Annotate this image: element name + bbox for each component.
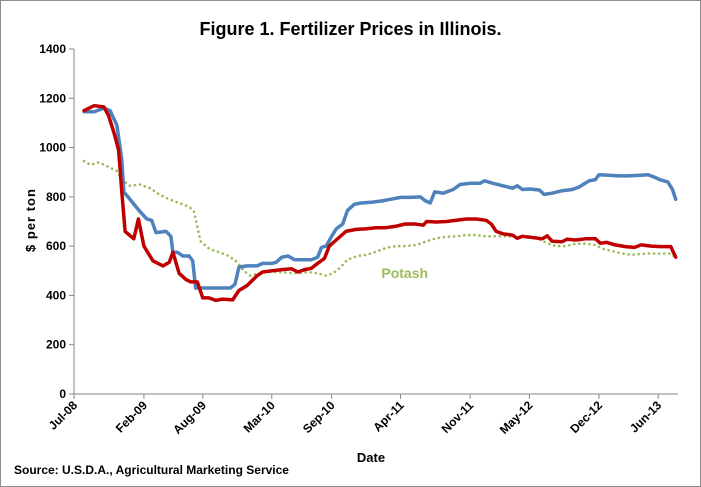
x-axis-label: Date (357, 450, 385, 465)
y-tick-label: 800 (46, 190, 66, 204)
y-axis-label: $ per ton (23, 188, 38, 252)
series-3-line (82, 159, 677, 277)
x-axis-ticks: Jul-08 Feb-09 Aug-09 Mar-10 Sep-10 Apr-11 Nov-… (46, 394, 665, 437)
y-tick-label: 1000 (39, 141, 66, 155)
series-2-line (82, 103, 678, 303)
x-tick-label: Sep-10 (300, 398, 338, 436)
x-tick-label: Jun-13 (627, 398, 664, 435)
y-tick-label: 1400 (39, 42, 66, 56)
source-note: Source: U.S.D.A., Agricultural Marketing… (14, 463, 289, 477)
x-tick-label: May-12 (497, 398, 536, 437)
annotation-label: Potash (381, 265, 428, 281)
x-tick-label: Dec-12 (567, 398, 605, 436)
x-tick-label: Feb-09 (113, 398, 150, 435)
y-axis-ticks: 0 200 400 600 800 1000 1200 1400 (39, 42, 74, 401)
x-tick-label: Nov-11 (439, 398, 477, 436)
y-tick-label: 200 (46, 338, 66, 352)
chart-title: Figure 1. Fertilizer Prices in Illinois. (199, 19, 502, 39)
y-tick-label: 600 (46, 239, 66, 253)
x-tick-label: Apr-11 (370, 398, 407, 435)
x-tick-label: Jul-08 (46, 398, 81, 433)
y-tick-label: 0 (59, 387, 66, 401)
annotations: Potash (381, 265, 428, 281)
x-tick-label: Mar-10 (241, 398, 278, 435)
y-tick-label: 1200 (39, 91, 66, 105)
x-tick-label: Aug-09 (170, 398, 209, 437)
series-1-line (82, 106, 678, 290)
y-tick-label: 400 (46, 288, 66, 302)
series-layer (82, 103, 678, 303)
